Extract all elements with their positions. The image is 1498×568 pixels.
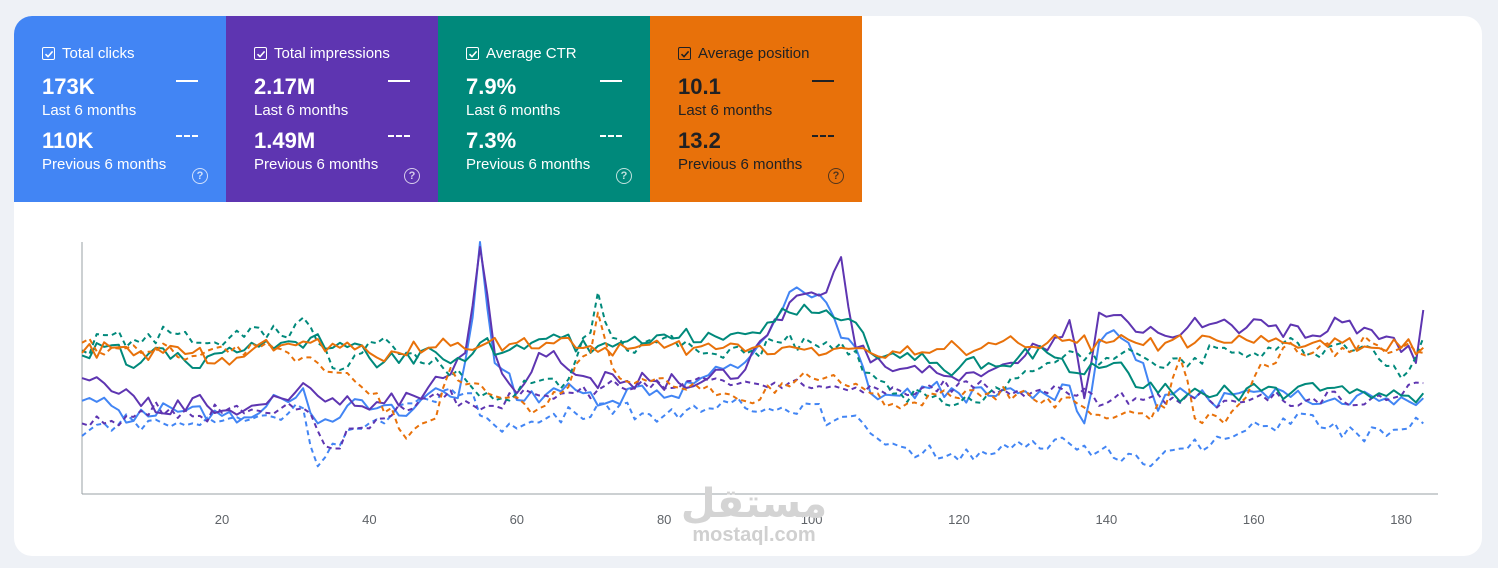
series-line-total-clicks-previous <box>81 387 1424 468</box>
x-tick-label-160: 160 <box>1243 512 1265 527</box>
x-tick-label-140: 140 <box>1096 512 1118 527</box>
metric-current-value: 10.1 <box>678 74 721 99</box>
metric-current-period: Last 6 months <box>678 102 773 119</box>
metric-previous-period: Previous 6 months <box>678 156 803 173</box>
solid-line-legend-icon <box>812 80 834 82</box>
x-tick-label-100: 100 <box>801 512 823 527</box>
metric-previous-value: 7.3% <box>466 128 517 153</box>
series-line-average-ctr-current <box>81 303 1425 404</box>
metric-previous-period: Previous 6 months <box>254 156 379 173</box>
checkbox-icon[interactable] <box>42 47 55 60</box>
metric-tile-position[interactable]: Average position 10.1 Last 6 months 13.2… <box>650 16 862 202</box>
series-line-total-impressions-previous <box>81 375 1424 450</box>
metric-tile-clicks[interactable]: Total clicks 173K Last 6 months 110K Pre… <box>14 16 226 202</box>
solid-line-legend-icon <box>388 80 410 82</box>
metric-previous-value: 13.2 <box>678 128 721 153</box>
performance-chart: 20 40 60 80 100 120 140 160 180 <box>81 241 1438 527</box>
metric-current-value: 173K <box>42 74 95 99</box>
dashed-line-legend-icon <box>176 135 198 137</box>
watermark: مستقل mostaql.com <box>674 484 834 547</box>
metric-header[interactable]: Total impressions <box>254 45 390 62</box>
checkbox-icon[interactable] <box>466 47 479 60</box>
series-line-average-position-current <box>81 333 1424 366</box>
metric-current-period: Last 6 months <box>42 102 137 119</box>
watermark-site: mostaql.com <box>692 524 816 546</box>
metric-tile-ctr[interactable]: Average CTR 7.9% Last 6 months 7.3% Prev… <box>438 16 650 202</box>
series-line-average-ctr-previous <box>81 291 1425 407</box>
dashed-line-legend-icon <box>388 135 410 137</box>
metric-label: Average position <box>698 45 810 62</box>
metric-header[interactable]: Average CTR <box>466 45 577 62</box>
x-tick-label-60: 60 <box>510 512 524 527</box>
checkbox-icon[interactable] <box>254 47 267 60</box>
checkbox-icon[interactable] <box>678 47 691 60</box>
performance-card: Total clicks 173K Last 6 months 110K Pre… <box>14 16 1482 556</box>
x-tick-label-120: 120 <box>948 512 970 527</box>
help-icon[interactable]: ? <box>404 168 420 184</box>
metric-tiles: Total clicks 173K Last 6 months 110K Pre… <box>14 16 862 202</box>
dashed-line-legend-icon <box>812 135 834 137</box>
dashed-line-legend-icon <box>600 135 622 137</box>
metric-current-value: 7.9% <box>466 74 517 99</box>
metric-header[interactable]: Average position <box>678 45 809 62</box>
metric-previous-period: Previous 6 months <box>42 156 167 173</box>
solid-line-legend-icon <box>176 80 198 82</box>
metric-current-value: 2.17M <box>254 74 316 99</box>
x-tick-label-20: 20 <box>215 512 229 527</box>
help-icon[interactable]: ? <box>828 168 844 184</box>
metric-label: Average CTR <box>486 45 577 62</box>
metric-header[interactable]: Total clicks <box>42 45 135 62</box>
x-tick-label-180: 180 <box>1390 512 1412 527</box>
metric-label: Total impressions <box>274 45 390 62</box>
series-line-average-position-previous <box>81 311 1424 440</box>
help-icon[interactable]: ? <box>192 168 208 184</box>
help-icon[interactable]: ? <box>616 168 632 184</box>
metric-previous-value: 1.49M <box>254 128 316 153</box>
metric-current-period: Last 6 months <box>254 102 349 119</box>
metric-previous-value: 110K <box>42 128 94 153</box>
watermark-logo: مستقل <box>680 481 828 527</box>
metric-previous-period: Previous 6 months <box>466 156 591 173</box>
solid-line-legend-icon <box>600 80 622 82</box>
metric-label: Total clicks <box>62 45 135 62</box>
x-tick-label-40: 40 <box>362 512 376 527</box>
x-tick-label-80: 80 <box>657 512 671 527</box>
metric-current-period: Last 6 months <box>466 102 561 119</box>
metric-tile-impressions[interactable]: Total impressions 2.17M Last 6 months 1.… <box>226 16 438 202</box>
